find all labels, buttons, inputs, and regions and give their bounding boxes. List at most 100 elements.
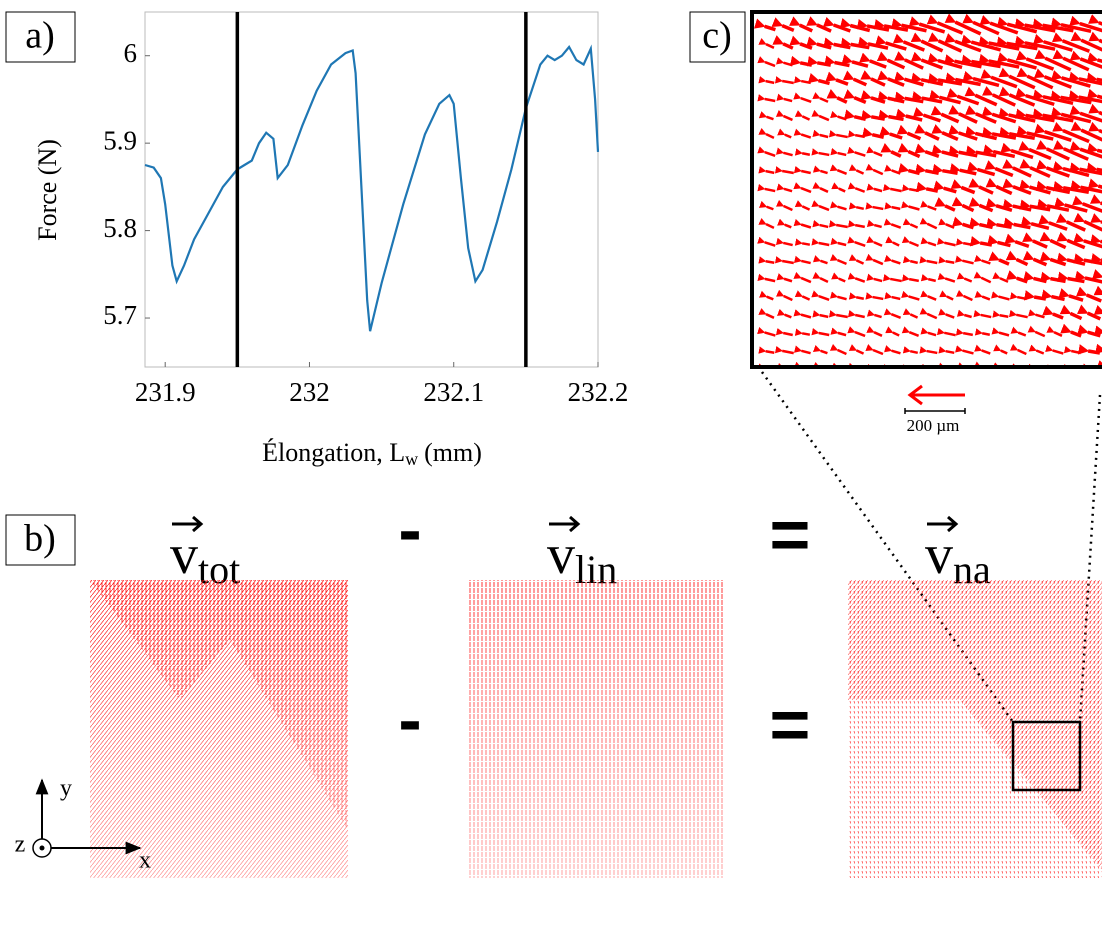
vector-arrow <box>910 32 944 53</box>
plot-a: 231.9 232 232.1 232.2 5.7 5.8 5.9 6 <box>103 11 629 407</box>
vector-arrow <box>758 200 774 211</box>
vector-arrow <box>847 130 866 139</box>
x-tick-label: 231.9 <box>135 377 196 407</box>
x-tick-label: 232.1 <box>423 377 484 407</box>
vector-arrow <box>1022 250 1048 267</box>
vector-arrow <box>920 327 937 337</box>
vector-arrow <box>757 56 776 68</box>
vector-arrow <box>1010 363 1020 367</box>
vector-arrow <box>969 236 993 247</box>
vector-arrow <box>848 254 865 265</box>
vector-arrow <box>829 201 847 211</box>
vector-arrow <box>811 238 830 247</box>
y-tick-label: 5.8 <box>103 213 137 243</box>
vector-arrow <box>1077 344 1101 355</box>
x-tick-label: 232.2 <box>568 377 629 407</box>
vector-arrow <box>793 255 811 265</box>
x-label-main: Élongation, L <box>262 438 405 467</box>
vector-arrow <box>936 237 956 247</box>
vector-arrow <box>1074 270 1102 284</box>
vector-arrow <box>865 163 884 176</box>
scale-bar <box>904 408 966 414</box>
vector-arrow <box>1006 270 1028 284</box>
vector-arrow <box>946 88 980 106</box>
vector-arrow <box>948 105 978 124</box>
vector-arrow <box>1052 121 1090 144</box>
vector-arrow <box>789 35 813 50</box>
vector-arrow <box>1073 232 1102 249</box>
vector-arrow <box>865 292 884 301</box>
vector-arrow <box>915 163 939 176</box>
axis-z-dot <box>39 845 45 851</box>
vector-arrow <box>1004 233 1030 249</box>
vector-arrow <box>1069 141 1102 159</box>
vector-arrow <box>1035 159 1070 178</box>
vector-arrow <box>812 129 829 139</box>
vector-arrow <box>775 289 793 302</box>
vector-arrow <box>1076 304 1102 321</box>
vector-arrow <box>969 217 993 230</box>
vector-arrow <box>811 200 830 212</box>
vector-arrow <box>793 92 812 103</box>
vector-arrow <box>1036 198 1070 212</box>
vector-arrow <box>860 70 886 87</box>
vector-arrow <box>847 220 865 229</box>
vector-arrow <box>757 363 766 367</box>
vector-arrow <box>1034 49 1072 72</box>
vector-arrow <box>1046 364 1055 367</box>
vector-arrow <box>828 130 848 139</box>
label-box <box>689 11 746 63</box>
panel-label: b) <box>24 518 56 560</box>
vector-arrow <box>901 274 920 283</box>
vector-arrow <box>992 310 1009 318</box>
vector-arrow <box>1063 345 1081 355</box>
vector-arrow <box>973 271 992 284</box>
vector-arrow <box>826 89 848 104</box>
vector-arrow <box>775 109 793 122</box>
vector-arrow <box>866 363 875 367</box>
vector-arrow <box>757 183 776 193</box>
vector-arrow <box>894 91 924 104</box>
vector-arrow <box>980 69 1018 89</box>
vector-arrow <box>758 346 775 354</box>
vector-arrow <box>985 177 1013 196</box>
vector-arrow <box>1022 232 1048 249</box>
axis-z-label: z <box>15 832 26 858</box>
vector-arrow <box>978 53 1020 69</box>
zoom-box <box>1011 720 1082 792</box>
vector-arrow <box>876 51 906 70</box>
vector-arrow <box>1002 199 1032 212</box>
vector-arrow <box>758 307 775 319</box>
vector-arrow <box>775 327 793 337</box>
vector-arrow <box>757 94 776 103</box>
vector-arrow <box>920 363 930 367</box>
vector-arrow <box>1068 90 1102 104</box>
vector-arrow <box>829 254 847 266</box>
vector-arrow <box>830 110 847 121</box>
x-tick-label: 232 <box>289 377 330 407</box>
vector-arrow <box>812 181 829 193</box>
vector-arrow <box>758 217 775 229</box>
vector-arrow <box>896 124 922 141</box>
vector-arrow <box>926 14 964 35</box>
vector-arrow <box>807 56 832 67</box>
y-axis-label: Force (N) <box>33 139 62 241</box>
axis-x-label: x <box>139 848 151 874</box>
vector-arrow <box>920 200 937 211</box>
vector-arrow <box>974 254 991 265</box>
vector-arrow <box>964 86 998 107</box>
vector-arrow <box>1020 216 1050 231</box>
vector-arrow <box>1027 309 1045 319</box>
vector-arrow <box>974 290 991 301</box>
vector-arrow <box>956 309 972 319</box>
vector-arrow <box>955 345 974 355</box>
vector-arrow <box>885 236 900 247</box>
vector-arrow <box>839 18 871 33</box>
vector-arrow-head <box>947 515 959 533</box>
vector-arrow <box>1009 343 1027 356</box>
vector-arrow <box>866 219 882 229</box>
vector-arrow <box>949 163 977 176</box>
vector-arrow <box>812 165 828 175</box>
vector-arrow <box>1027 325 1046 338</box>
